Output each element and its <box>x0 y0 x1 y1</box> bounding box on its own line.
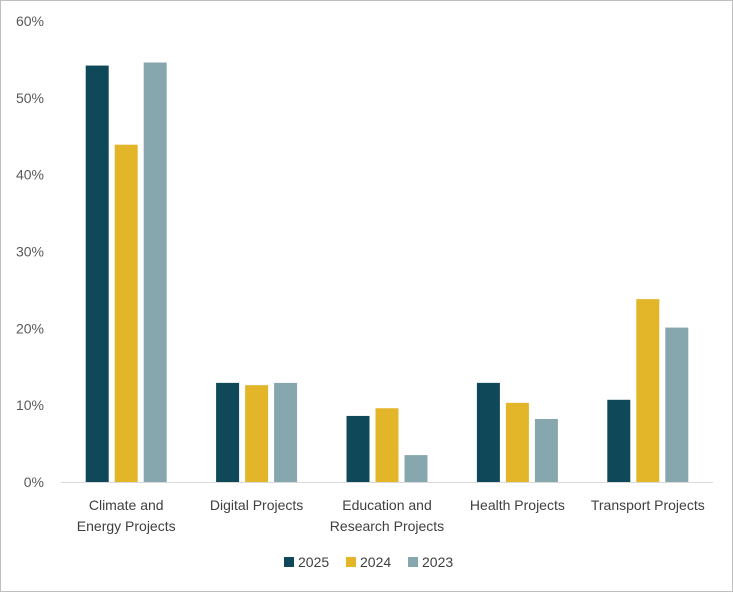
y-tick-label: 40% <box>16 167 44 183</box>
bars-group <box>85 62 689 483</box>
bar-2024-4 <box>636 299 660 482</box>
bar-2025-4 <box>607 399 631 482</box>
legend: 2025 2024 2023 <box>284 554 453 570</box>
legend-swatch-2023 <box>408 557 418 567</box>
y-tick-label: 20% <box>16 320 44 336</box>
bar-2023-0 <box>143 62 167 483</box>
legend-label: 2025 <box>298 554 329 570</box>
y-tick-label: 30% <box>16 244 44 260</box>
x-category-label: Health Projects <box>470 497 565 513</box>
y-tick-label: 0% <box>24 474 44 490</box>
bar-2025-2 <box>346 415 370 482</box>
bar-2025-1 <box>216 382 240 482</box>
x-axis-labels: Climate and Energy Projects Digital Projec… <box>77 497 705 534</box>
bar-2025-3 <box>476 382 500 482</box>
y-tick-label: 50% <box>16 90 44 106</box>
legend-label: 2024 <box>360 554 391 570</box>
x-category-label: Energy Projects <box>77 518 176 534</box>
bar-2023-4 <box>665 327 689 482</box>
bar-2023-2 <box>404 455 428 482</box>
x-category-label: Education and <box>342 497 432 513</box>
bar-2024-0 <box>114 144 138 482</box>
x-category-label: Digital Projects <box>210 497 303 513</box>
bar-2024-2 <box>375 408 399 482</box>
y-axis: 0% 10% 20% 30% 40% 50% 60% <box>16 13 44 490</box>
y-tick-label: 10% <box>16 397 44 413</box>
legend-label: 2023 <box>422 554 453 570</box>
bar-2024-1 <box>245 385 269 482</box>
legend-swatch-2024 <box>346 557 356 567</box>
bar-2024-3 <box>505 402 529 482</box>
legend-swatch-2025 <box>284 557 294 567</box>
x-category-label: Transport Projects <box>591 497 705 513</box>
bar-2023-3 <box>534 418 558 482</box>
bar-2025-0 <box>85 65 109 483</box>
x-category-label: Climate and <box>89 497 164 513</box>
y-tick-label: 60% <box>16 13 44 29</box>
x-category-label: Research Projects <box>330 518 444 534</box>
bar-2023-1 <box>274 382 298 482</box>
